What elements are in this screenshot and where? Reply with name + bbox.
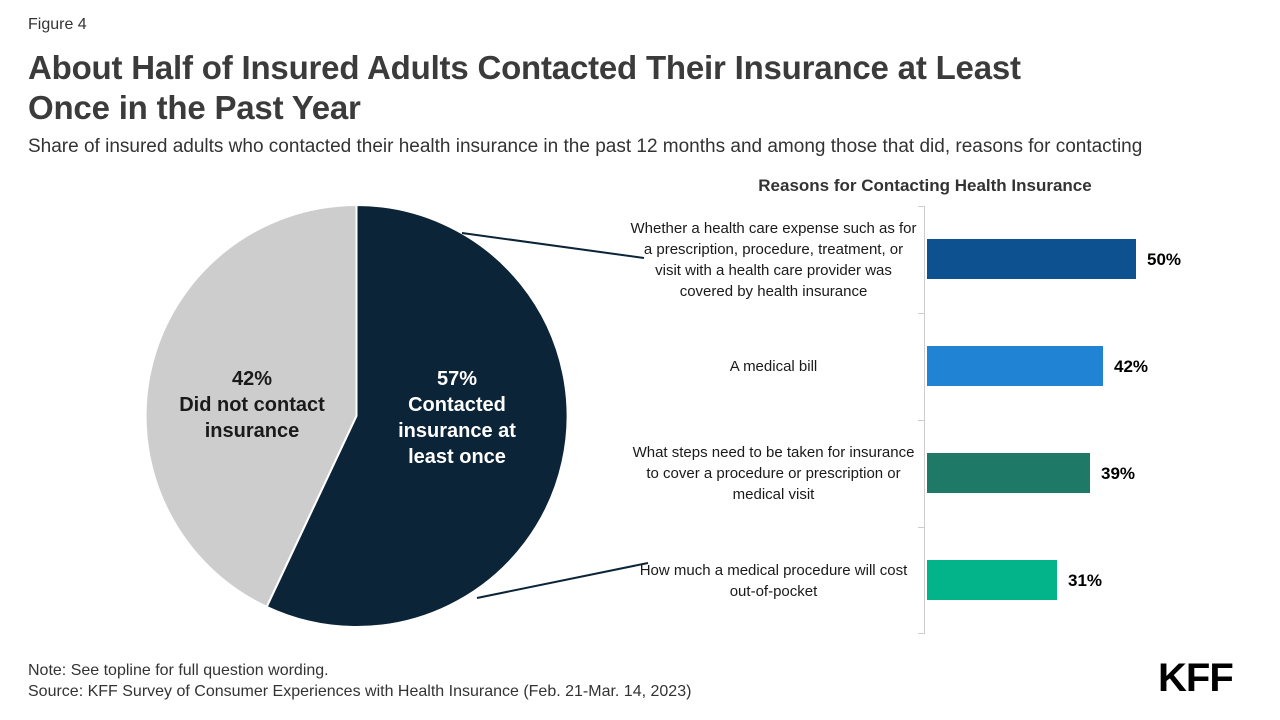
bar-value: 42% — [1114, 356, 1149, 376]
bar-value: 31% — [1068, 570, 1103, 590]
bar-fill — [927, 346, 1103, 386]
pie-slice-contacted — [265, 204, 569, 628]
bar-fill — [927, 453, 1090, 493]
bar-row: A medical bill 42% — [630, 313, 1230, 420]
page-title-line-1: About Half of Insured Adults Contacted T… — [28, 49, 1021, 86]
callout-line-top — [461, 232, 645, 259]
axis-tick — [918, 633, 925, 634]
pie-slice-did-not-contact — [144, 204, 358, 608]
bar-label: A medical bill — [729, 358, 818, 375]
note-text: Note: See topline for full question word… — [28, 662, 329, 679]
callout-line-bottom — [476, 562, 649, 599]
bar-label: Whether a health care expense such as fo… — [630, 219, 917, 300]
page-title-line-2: Once in the Past Year — [28, 89, 361, 126]
bar-chart: Whether a health care expense such as fo… — [630, 206, 1230, 634]
pie-text-did-not-contact: Did not contact insurance — [179, 394, 325, 442]
pie-label-did-not-contact: 42% Did not contact insurance — [152, 366, 352, 444]
pie-value-contacted: 57% — [436, 368, 478, 390]
axis-tick — [918, 420, 925, 421]
bar-row: Whether a health care expense such as fo… — [630, 206, 1230, 313]
figure-label: Figure 4 — [28, 16, 87, 33]
page-title: About Half of Insured Adults Contacted T… — [28, 48, 1238, 128]
kff-logo: KFF — [1158, 656, 1234, 700]
bar-value: 50% — [1147, 249, 1182, 269]
bar-row: How much a medical procedure will cost o… — [630, 527, 1230, 634]
bar-chart-title: Reasons for Contacting Health Insurance — [758, 176, 1092, 195]
bar-label: How much a medical procedure will cost o… — [639, 561, 908, 600]
bar-value: 39% — [1101, 463, 1136, 483]
bar-row: What steps need to be taken for insuranc… — [630, 420, 1230, 527]
page-subtitle: Share of insured adults who contacted th… — [28, 136, 1143, 157]
axis-tick — [918, 313, 925, 314]
source-text: Source: KFF Survey of Consumer Experienc… — [28, 683, 692, 700]
pie-text-contacted: Contacted insurance at least once — [398, 394, 516, 468]
pie-label-contacted: 57% Contacted insurance at least once — [377, 366, 537, 470]
axis-tick — [918, 527, 925, 528]
bar-fill — [927, 560, 1057, 600]
axis-tick — [918, 206, 925, 207]
pie-value-did-not-contact: 42% — [231, 368, 273, 390]
bar-fill — [927, 239, 1136, 279]
bar-label: What steps need to be taken for insuranc… — [632, 444, 915, 503]
